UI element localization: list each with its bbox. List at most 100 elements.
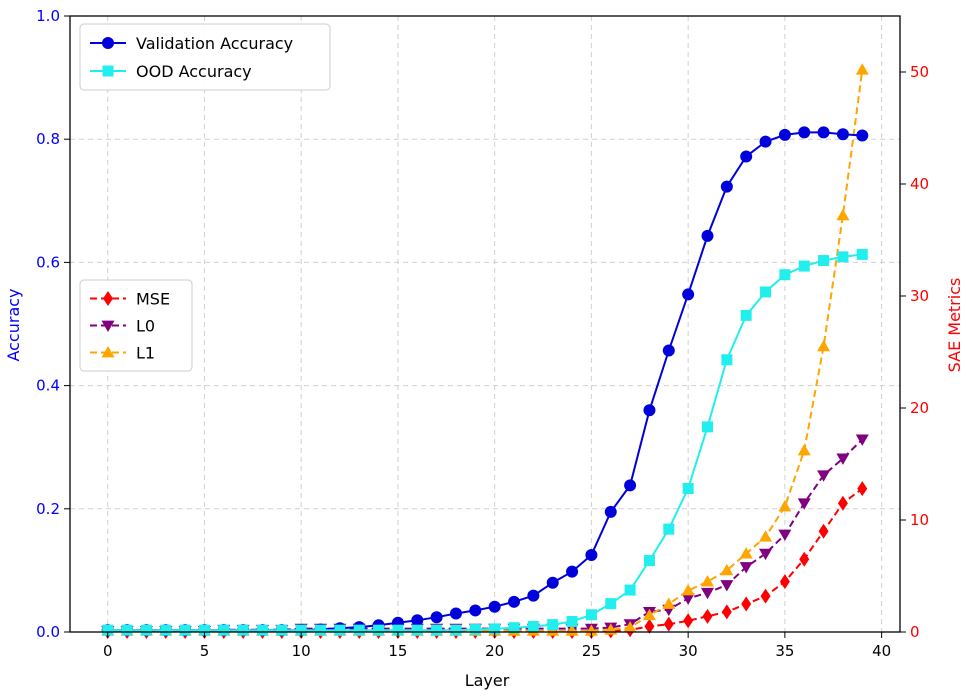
data-point	[584, 624, 598, 636]
data-point	[836, 208, 850, 221]
data-point	[624, 479, 637, 492]
data-point	[760, 588, 771, 604]
y-right-tick-label: 10	[910, 511, 929, 529]
data-point	[373, 624, 385, 636]
series-l0	[101, 434, 869, 638]
x-tick-label: 0	[103, 642, 113, 660]
y-axis-right-label: SAE Metrics	[945, 278, 964, 373]
data-point	[702, 608, 713, 624]
data-point	[430, 611, 443, 624]
y-axis-right: 0 10 20 30 40 50	[900, 63, 929, 641]
data-point	[547, 619, 559, 631]
series-layer	[101, 63, 869, 639]
y-left-tick-label: 0.0	[36, 623, 60, 641]
x-tick-label: 40	[872, 642, 891, 660]
data-point	[682, 288, 695, 301]
y-left-tick-label: 0.8	[36, 130, 60, 148]
plot-frame	[69, 15, 901, 633]
data-point	[779, 574, 790, 590]
data-point	[140, 624, 152, 636]
series-line	[107, 487, 863, 633]
data-point	[566, 565, 579, 578]
legend-marker	[101, 346, 115, 358]
x-tick-label: 10	[292, 642, 311, 660]
data-point	[760, 286, 772, 298]
data-point	[546, 576, 559, 589]
x-tick-label: 5	[200, 642, 210, 660]
data-point	[643, 555, 655, 567]
data-point	[527, 589, 540, 602]
data-point	[276, 624, 288, 636]
data-point	[720, 580, 734, 592]
data-point	[759, 530, 773, 542]
series-l1	[101, 63, 869, 636]
data-point	[489, 623, 501, 635]
legend-label: Validation Accuracy	[136, 34, 293, 53]
data-point	[817, 339, 831, 352]
data-point	[740, 150, 753, 163]
data-point	[721, 604, 732, 620]
data-point	[818, 523, 829, 539]
data-point	[605, 598, 617, 610]
data-point	[508, 622, 520, 634]
y-left-tick-label: 0.4	[36, 377, 60, 395]
y-left-tick-label: 0.2	[36, 500, 60, 518]
grid-lines	[70, 15, 900, 633]
legend-box	[79, 23, 331, 91]
legend-marker	[101, 320, 115, 332]
data-point	[585, 549, 598, 561]
data-point	[817, 126, 830, 139]
data-point	[488, 600, 501, 613]
y-right-tick-label: 50	[910, 63, 929, 81]
data-point	[643, 404, 656, 417]
data-point	[700, 575, 714, 587]
data-point	[778, 500, 792, 512]
legend-label: L1	[136, 344, 155, 363]
data-point	[817, 470, 831, 482]
data-point	[700, 587, 714, 600]
data-point	[836, 453, 850, 465]
data-point	[662, 344, 675, 357]
data-point	[565, 624, 579, 636]
data-point	[508, 595, 521, 608]
data-point	[797, 444, 811, 456]
data-point	[663, 616, 674, 632]
y-left-tick-label: 0.6	[36, 253, 60, 271]
data-point	[121, 624, 133, 636]
data-point	[431, 624, 443, 636]
legend-label: OOD Accuracy	[136, 62, 252, 81]
y-right-tick-label: 20	[910, 399, 929, 417]
legend-marker	[102, 37, 114, 49]
data-point	[353, 624, 365, 636]
data-point	[759, 548, 773, 561]
data-point	[682, 482, 694, 494]
data-point	[741, 596, 752, 612]
data-point	[160, 624, 172, 636]
data-point	[642, 608, 656, 621]
data-point	[759, 135, 772, 148]
y-left-tick-label: 1.0	[36, 7, 60, 25]
data-point	[798, 260, 810, 272]
legend-marker	[102, 65, 114, 77]
data-point	[720, 563, 734, 576]
series-mse	[102, 481, 868, 639]
data-point	[797, 498, 811, 510]
series-validation-accuracy	[101, 126, 869, 637]
data-point	[701, 421, 713, 433]
data-point	[683, 613, 694, 629]
data-point	[681, 584, 695, 596]
data-point	[644, 618, 655, 634]
y-right-tick-label: 0	[910, 623, 920, 641]
data-point	[857, 481, 868, 497]
data-point	[663, 523, 675, 535]
data-point	[315, 624, 327, 636]
data-point	[566, 616, 578, 628]
data-point	[624, 584, 636, 596]
x-axis-label: Layer	[465, 671, 510, 690]
data-point	[740, 309, 752, 321]
data-point	[739, 547, 753, 559]
data-point	[779, 269, 791, 281]
data-point	[623, 621, 637, 633]
data-point	[720, 180, 733, 193]
